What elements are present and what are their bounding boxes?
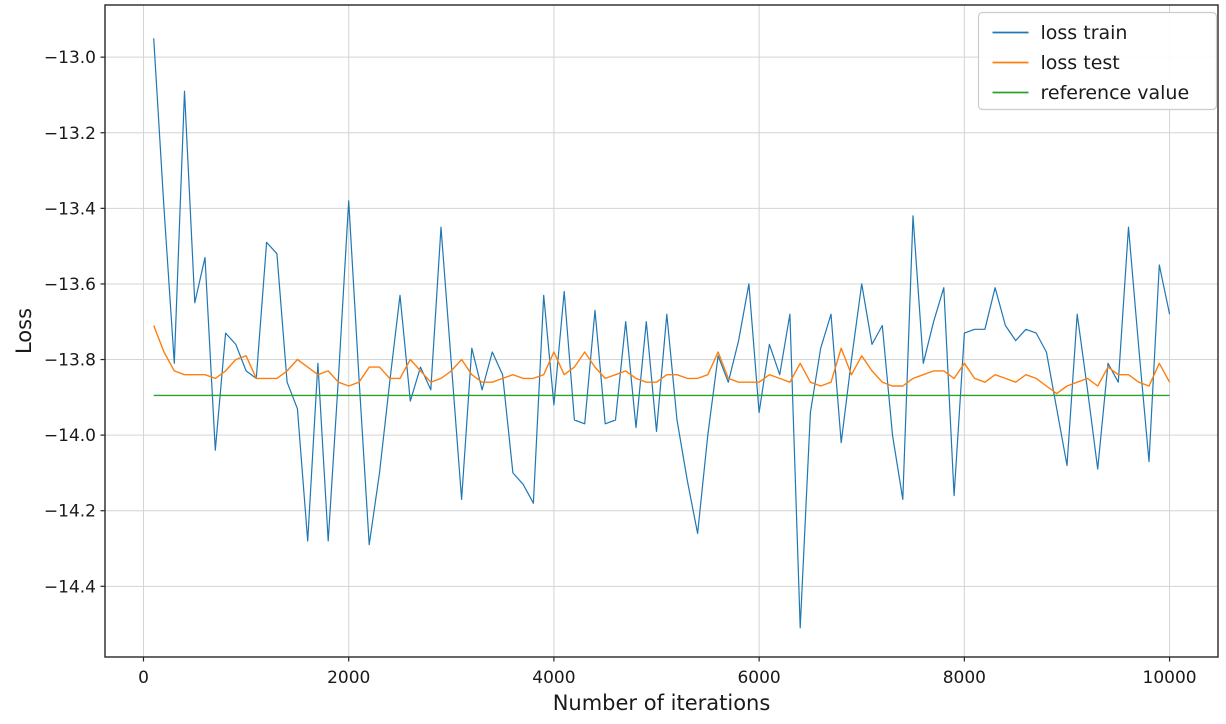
- legend-box: [977, 11, 1218, 111]
- y-tick-label: −14.0: [44, 426, 96, 446]
- x-tick-label: 2000: [327, 668, 370, 688]
- legend-label: reference value: [1041, 82, 1190, 104]
- y-tick-label: −13.0: [44, 48, 96, 68]
- y-tick-label: −13.6: [44, 275, 96, 295]
- y-tick-label: −14.4: [44, 577, 96, 597]
- plot-background: [105, 5, 1218, 657]
- x-tick-label: 10000: [1143, 668, 1197, 688]
- legend-label: loss test: [1041, 52, 1120, 74]
- series-line-1: [153, 325, 1171, 395]
- x-axis-label: Number of iterations: [553, 691, 771, 715]
- x-tick-label: 0: [138, 668, 149, 688]
- y-tick-label: −13.8: [44, 351, 96, 371]
- x-tick-label: 6000: [737, 668, 780, 688]
- x-tick-label: 8000: [943, 668, 986, 688]
- y-axis-label: Loss: [12, 308, 36, 354]
- axes-frame: [104, 4, 1219, 658]
- y-tick-label: −13.2: [44, 124, 96, 144]
- series-line-0: [153, 38, 1171, 629]
- y-tick-label: −13.4: [44, 199, 96, 219]
- y-tick-label: −14.2: [44, 502, 96, 522]
- legend-label: loss train: [1041, 22, 1128, 44]
- x-tick-label: 4000: [532, 668, 575, 688]
